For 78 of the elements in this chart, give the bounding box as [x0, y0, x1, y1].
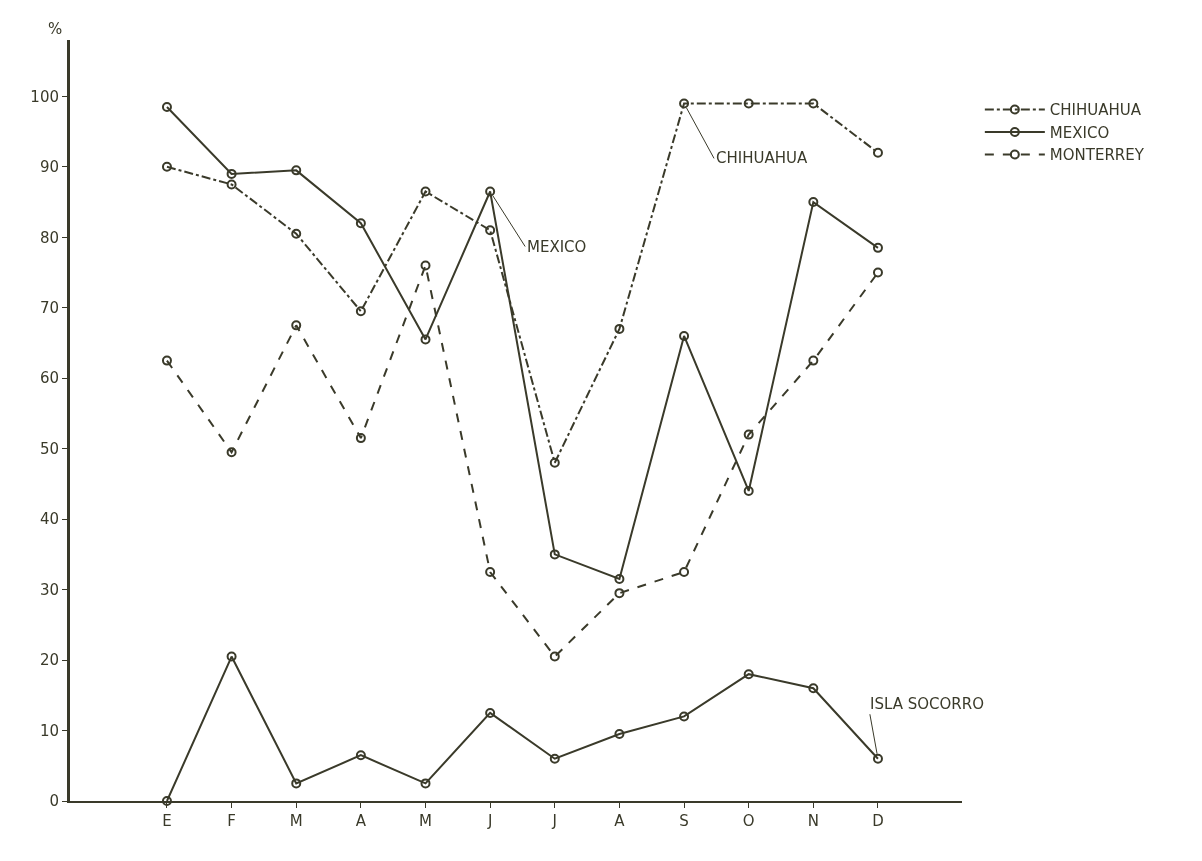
x-tick-label: M [289, 812, 303, 830]
x-tick-label: A [355, 812, 367, 830]
point [549, 651, 560, 662]
x-tick-label: N [807, 812, 819, 830]
legend-label: MEXICO [1049, 123, 1110, 142]
point [420, 334, 431, 345]
point [743, 669, 754, 680]
point [291, 228, 302, 239]
y-tick-label: 50 [39, 439, 59, 458]
annotation: CHIHUAHUA [716, 149, 808, 167]
point [161, 796, 172, 806]
point [420, 778, 431, 789]
point [420, 260, 431, 271]
point [226, 179, 237, 190]
point [355, 750, 366, 761]
point [679, 567, 690, 577]
x-tick-label: S [679, 812, 689, 830]
point [355, 218, 366, 229]
point [872, 753, 883, 764]
point [679, 98, 690, 109]
y-tick-label: 0 [49, 792, 59, 811]
y-tick-label: 70 [39, 299, 59, 318]
point [614, 588, 625, 599]
point [226, 651, 237, 662]
point [485, 225, 496, 236]
y-tick-label: 10 [39, 721, 59, 740]
x-tick-label: O [742, 812, 755, 830]
point [679, 711, 690, 722]
y-tick-label: 90 [39, 158, 59, 177]
x-tick-label: E [162, 812, 172, 830]
legend-label: MONTERREY [1049, 146, 1145, 165]
point [872, 147, 883, 158]
point [679, 330, 690, 341]
point [485, 186, 496, 197]
point [743, 429, 754, 440]
point [808, 683, 819, 694]
x-tick-label: M [419, 812, 432, 830]
legend-label: CHIHUAHUA [1049, 101, 1142, 120]
point [485, 567, 496, 577]
x-tick-label: J [551, 812, 557, 830]
point [226, 447, 237, 458]
point [291, 320, 302, 331]
point [743, 485, 754, 496]
point [743, 98, 754, 109]
y-tick-label: 60 [39, 369, 59, 388]
point [161, 355, 172, 366]
x-tick-label: D [872, 812, 884, 830]
point [485, 707, 496, 718]
point [161, 161, 172, 172]
point [161, 101, 172, 112]
y-tick-label: 80 [39, 228, 59, 247]
point [808, 197, 819, 208]
point [291, 165, 302, 176]
x-tick-label: F [227, 812, 236, 830]
x-tick-label: J [486, 812, 493, 830]
point [872, 267, 883, 278]
y-tick-label: 30 [39, 580, 59, 599]
point [549, 457, 560, 468]
annotation: MEXICO [527, 238, 587, 256]
y-axis-title: % [48, 20, 63, 38]
point [291, 778, 302, 789]
y-tick-label: 40 [39, 510, 59, 529]
point [614, 323, 625, 334]
point [420, 186, 431, 197]
point [872, 242, 883, 253]
x-tick-label: A [614, 812, 626, 830]
point [614, 729, 625, 740]
point [226, 168, 237, 179]
point [808, 355, 819, 366]
point [355, 433, 366, 444]
y-tick-label: 20 [39, 651, 59, 670]
point [614, 574, 625, 585]
point [549, 753, 560, 764]
point [549, 549, 560, 560]
annotation: ISLA SOCORRO [870, 695, 984, 713]
y-tick-label: 100 [30, 87, 59, 106]
point [808, 98, 819, 109]
point [355, 306, 366, 317]
